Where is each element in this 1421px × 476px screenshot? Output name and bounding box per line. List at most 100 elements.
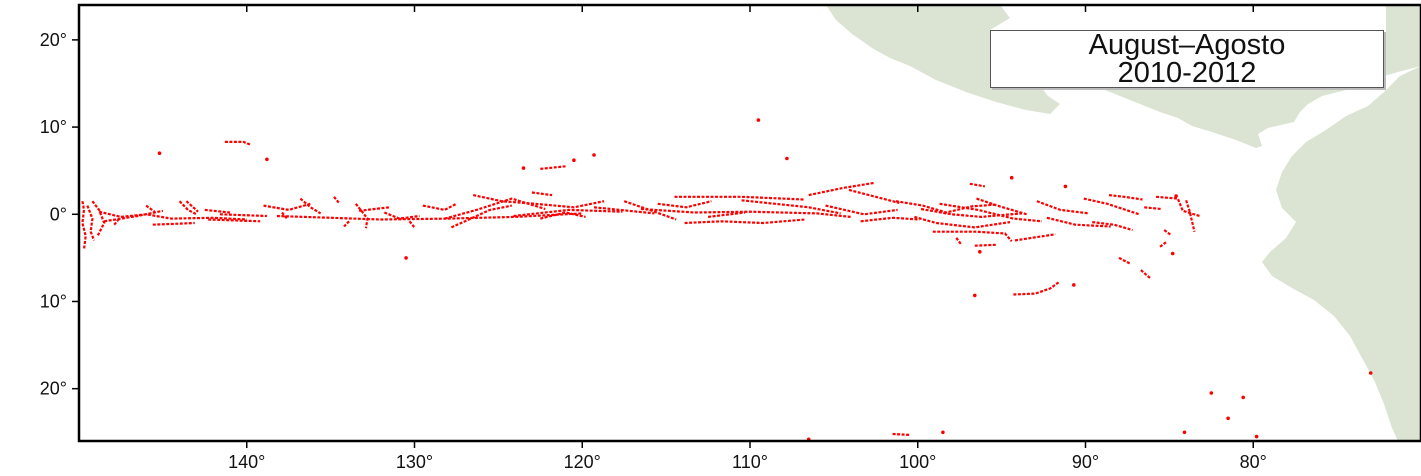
vessel-track	[848, 188, 900, 204]
vessel-track	[383, 211, 420, 220]
lon-tick-label: 120°	[564, 452, 601, 472]
lat-tick-label: 0°	[50, 204, 67, 224]
lon-tick-label: 110°	[732, 452, 768, 472]
legend-box: August–Agosto 2010-2012	[990, 30, 1384, 88]
vessel-track	[674, 195, 804, 201]
vessel-track	[684, 218, 806, 225]
vessel-track	[1092, 221, 1133, 232]
track-point	[521, 166, 526, 170]
track-point	[572, 158, 576, 162]
track-point	[1182, 430, 1187, 435]
vessel-track	[1158, 241, 1167, 249]
vessel-track	[623, 200, 677, 221]
track-point	[1072, 283, 1076, 287]
vessel-track	[219, 213, 267, 218]
vessel-track	[939, 202, 1043, 223]
vessel-track	[707, 211, 746, 218]
track-point	[785, 156, 789, 161]
vessel-track	[914, 215, 1011, 229]
track-point	[1226, 416, 1230, 421]
track-point	[1170, 251, 1175, 256]
vessel-track	[1036, 200, 1090, 215]
vessel-track	[98, 210, 247, 221]
lon-tick-label: 130°	[396, 452, 433, 472]
track-point	[978, 250, 982, 254]
vessel-track	[976, 197, 1028, 216]
vessel-track	[104, 209, 164, 223]
track-point	[592, 153, 596, 157]
vessel-track	[408, 220, 416, 229]
vessel-track	[1013, 281, 1060, 296]
vessel-tracks	[81, 118, 1373, 442]
vessel-track	[1083, 197, 1140, 216]
track-point	[1063, 184, 1068, 189]
vessel-track	[1185, 199, 1196, 232]
vessel-track	[1155, 195, 1200, 218]
vessel-track	[593, 206, 655, 215]
vessel-track	[86, 205, 96, 241]
vessel-track	[333, 196, 340, 204]
vessel-track	[640, 207, 851, 218]
vessel-track	[91, 200, 106, 237]
vessel-track	[343, 220, 350, 228]
lat-tick-label: 10°	[40, 291, 67, 311]
vessel-track	[860, 216, 920, 223]
vessel-track	[1140, 269, 1152, 280]
lon-tick-label: 90°	[1072, 452, 1099, 472]
track-point	[1174, 194, 1178, 198]
land-south-america	[1262, 66, 1421, 441]
longitude-axis: 140° 130° 120° 110° 100° 90° 80°	[228, 5, 1267, 472]
vessel-track	[741, 199, 841, 215]
vessel-track	[152, 221, 195, 226]
track-point	[1009, 175, 1014, 180]
track-point	[265, 157, 269, 162]
track-point	[157, 151, 162, 155]
vessel-track	[185, 200, 199, 213]
track-point	[1368, 371, 1373, 375]
track-point	[756, 118, 761, 122]
lon-tick-label: 80°	[1240, 452, 1267, 472]
vessel-track	[208, 218, 261, 223]
vessel-track	[513, 208, 623, 218]
lon-tick-label: 140°	[228, 452, 265, 472]
vessel-track	[1014, 233, 1056, 242]
legend-years: 2010-2012	[1117, 57, 1257, 89]
track-point	[973, 293, 977, 298]
track-point	[1241, 395, 1245, 400]
vessel-track	[113, 217, 121, 226]
vessel-track	[276, 212, 583, 221]
vessel-track	[955, 237, 963, 246]
vessel-track	[281, 211, 288, 220]
vessel-track	[531, 191, 553, 197]
vessel-track	[224, 140, 251, 146]
vessel-track	[354, 203, 369, 229]
vessel-track	[450, 204, 513, 229]
vessel-track	[969, 182, 986, 188]
vessel-track	[808, 181, 875, 197]
vessel-track	[263, 202, 311, 211]
lat-tick-label: 10°	[40, 117, 67, 137]
lat-tick-label: 20°	[40, 30, 67, 50]
track-point	[1254, 434, 1259, 439]
vessel-track	[974, 243, 997, 247]
vessel-track	[178, 200, 197, 216]
vessel-track	[1144, 206, 1162, 211]
vessel-track	[932, 230, 1013, 243]
vessel-track	[81, 201, 87, 250]
vessel-track	[892, 432, 910, 436]
legend-month: August–Agosto	[1088, 29, 1286, 61]
vessel-track	[145, 204, 156, 213]
lat-tick-label: 20°	[40, 379, 67, 399]
track-point	[404, 256, 408, 260]
track-point	[941, 430, 945, 435]
track-point	[1209, 391, 1214, 395]
vessel-track	[1163, 229, 1172, 237]
vessel-track	[657, 200, 712, 209]
vessel-track	[422, 202, 457, 211]
vessel-track	[1108, 194, 1143, 201]
vessel-track	[358, 206, 390, 212]
lon-tick-label: 100°	[899, 452, 936, 472]
vessel-track	[1118, 256, 1132, 265]
latitude-axis: 20° 10° 0° 10° 20°	[40, 30, 79, 399]
vessel-track	[472, 194, 605, 209]
